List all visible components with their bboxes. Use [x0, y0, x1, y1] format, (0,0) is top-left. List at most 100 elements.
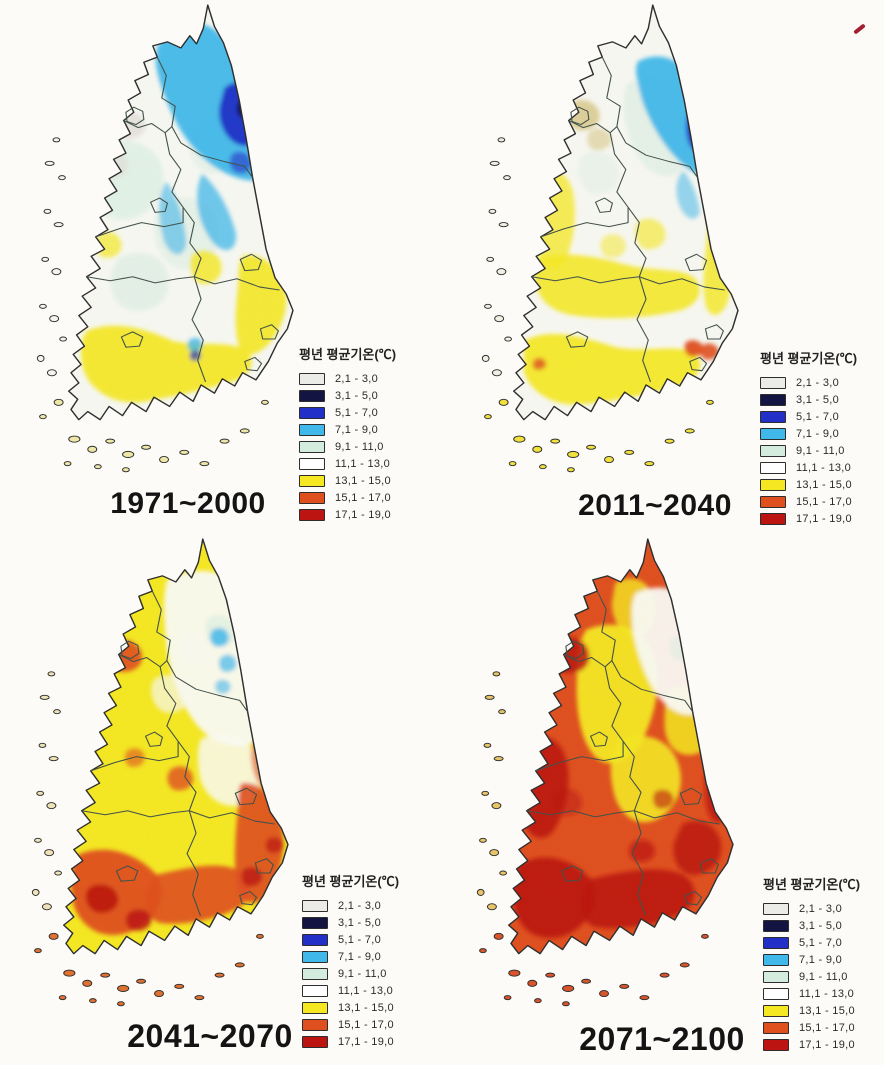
- island: [508, 461, 517, 467]
- legend-range-label: 7,1 - 9,0: [338, 950, 382, 963]
- island: [122, 450, 135, 458]
- island: [624, 449, 635, 455]
- legend-swatch: [760, 478, 786, 491]
- island: [494, 315, 505, 323]
- island: [496, 268, 507, 276]
- legend-swatch: [763, 953, 789, 966]
- island: [68, 435, 81, 443]
- island: [664, 438, 675, 444]
- legend-range-label: 15,1 - 17,0: [335, 491, 391, 504]
- legend-row: 11,1 - 13,0: [760, 459, 884, 476]
- island: [63, 969, 76, 977]
- province-borders: [86, 56, 280, 383]
- island: [46, 369, 57, 377]
- island: [706, 399, 714, 405]
- province-borders: [526, 590, 720, 917]
- legend-swatch: [763, 1021, 789, 1034]
- island: [481, 354, 490, 362]
- island: [41, 903, 52, 911]
- legend-range-label: 7,1 - 9,0: [335, 423, 379, 436]
- island: [43, 208, 52, 214]
- legend-row: 7,1 - 9,0: [760, 425, 884, 442]
- island: [234, 962, 245, 968]
- island: [534, 998, 542, 1004]
- legend-swatch: [302, 1001, 328, 1014]
- island: [619, 983, 630, 989]
- period-label-2071-2100: 2071~2100: [579, 1021, 745, 1057]
- island: [489, 160, 500, 166]
- island: [39, 303, 47, 309]
- period-label-2011-2040: 2011~2040: [578, 489, 732, 522]
- island: [59, 336, 67, 342]
- legend-range-label: 17,1 - 19,0: [796, 512, 852, 525]
- legend-range-label: 9,1 - 11,0: [796, 444, 845, 457]
- legend-row: 5,1 - 7,0: [760, 408, 884, 425]
- island: [701, 933, 709, 939]
- island: [504, 336, 512, 342]
- island: [550, 438, 561, 444]
- island: [581, 978, 592, 984]
- island: [539, 464, 547, 470]
- legend-row: 5,1 - 7,0: [763, 934, 884, 951]
- island: [48, 756, 59, 762]
- island: [31, 888, 40, 896]
- island: [508, 969, 521, 977]
- legend-row: 9,1 - 11,0: [302, 965, 454, 982]
- legend-swatch: [760, 376, 786, 389]
- island: [53, 398, 64, 406]
- legend-rows: 2,1 - 3,0 3,1 - 5,0 5,1 - 7,0 7,1 - 9,0 9,1 …: [760, 374, 884, 527]
- island: [53, 222, 64, 228]
- island: [498, 709, 506, 715]
- legend-rows: 2,1 - 3,0 3,1 - 5,0 5,1 - 7,0 7,1 - 9,0 9,1 …: [763, 900, 884, 1053]
- island: [513, 435, 526, 443]
- island: [47, 671, 56, 677]
- island: [532, 445, 543, 453]
- island: [63, 461, 72, 467]
- island: [484, 414, 492, 420]
- legend-swatch: [763, 1038, 789, 1051]
- legend-range-label: 9,1 - 11,0: [335, 440, 384, 453]
- island: [659, 972, 670, 978]
- island: [527, 979, 538, 987]
- legend-row: 13,1 - 15,0: [763, 1002, 884, 1019]
- legend-row: 3,1 - 5,0: [760, 391, 884, 408]
- korea-temperature-map-2041-2070: [31, 538, 289, 1007]
- island: [483, 742, 492, 748]
- island: [481, 790, 490, 796]
- island: [117, 984, 130, 992]
- islands: [476, 671, 709, 1007]
- island: [214, 972, 225, 978]
- legend-row: 3,1 - 5,0: [302, 914, 454, 931]
- legend-row: 17,1 - 19,0: [763, 1036, 884, 1053]
- legend-range-label: 2,1 - 3,0: [796, 376, 840, 389]
- legend-range-label: 5,1 - 7,0: [335, 406, 379, 419]
- legend-row: 7,1 - 9,0: [302, 948, 454, 965]
- legend-row: 11,1 - 13,0: [299, 455, 451, 472]
- legend-range-label: 11,1 - 13,0: [338, 984, 394, 997]
- legend-swatch: [302, 916, 328, 929]
- legend-range-label: 2,1 - 3,0: [335, 372, 379, 385]
- island: [493, 756, 504, 762]
- island: [44, 849, 55, 857]
- legend-swatch: [760, 444, 786, 457]
- temperature-legend: 평년 평균기온(℃) 2,1 - 3,0 3,1 - 5,0 5,1 - 7,0 7,…: [763, 874, 884, 1053]
- legend-row: 15,1 - 17,0: [760, 493, 884, 510]
- legend-range-label: 3,1 - 5,0: [799, 919, 843, 932]
- legend-row: 11,1 - 13,0: [302, 982, 454, 999]
- island: [261, 399, 269, 405]
- legend-range-label: 17,1 - 19,0: [799, 1038, 855, 1051]
- island: [256, 933, 264, 939]
- island: [34, 837, 42, 843]
- legend-range-label: 17,1 - 19,0: [338, 1035, 394, 1048]
- legend-range-label: 5,1 - 7,0: [338, 933, 382, 946]
- legend-row: 11,1 - 13,0: [763, 985, 884, 1002]
- island: [644, 461, 655, 467]
- island: [54, 870, 62, 876]
- island: [199, 461, 210, 467]
- island: [194, 995, 205, 1001]
- island: [567, 467, 575, 473]
- legend-swatch: [302, 950, 328, 963]
- period-label-2041-2070: 2041~2070: [127, 1018, 293, 1054]
- legend-range-label: 13,1 - 15,0: [796, 478, 852, 491]
